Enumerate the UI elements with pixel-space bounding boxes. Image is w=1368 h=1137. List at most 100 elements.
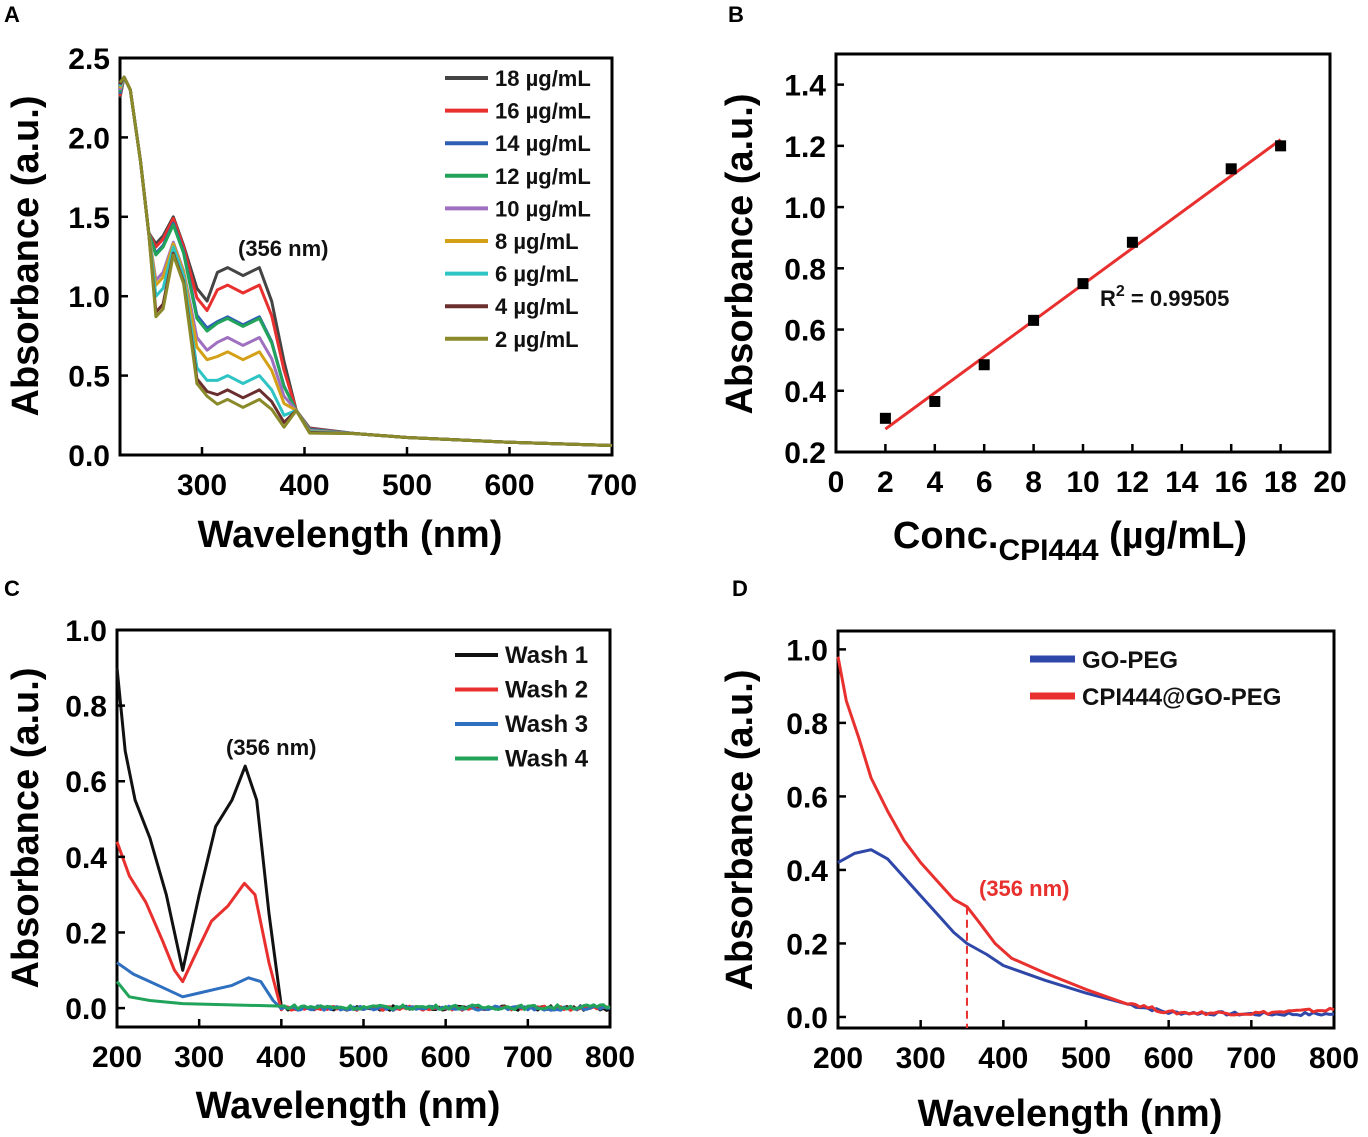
y-tick-label: 0.6 — [786, 781, 828, 814]
panel-c-series — [115, 667, 611, 1012]
panel-d-xticks: 200 300 400 500 600 700 800 — [813, 1020, 1359, 1075]
x-tick-label: 500 — [1061, 1042, 1111, 1075]
y-tick-label: 0.8 — [784, 253, 826, 286]
y-tick-label: 0.2 — [784, 437, 826, 470]
x-tick-label: 2 — [877, 466, 894, 499]
panel-a-series — [118, 75, 613, 447]
panel-a-yticks: 0.0 0.5 1.0 1.5 2.0 2.5 — [68, 43, 128, 473]
panel-a: A 300 400 500 600 700 0.0 0.5 1.0 1.5 2.0 2.5 (35… — [4, 2, 637, 556]
x-tick-label: 600 — [421, 1041, 471, 1074]
x-tick-label: 400 — [978, 1042, 1028, 1075]
panel-b-ylabel: Absorbance (a.u.) — [719, 94, 761, 415]
data-point — [1028, 314, 1040, 326]
panel-a-xlabel: Wavelength (nm) — [198, 514, 503, 556]
x-tick-label: 700 — [1226, 1042, 1276, 1075]
y-tick-label: 1.5 — [68, 202, 110, 235]
y-tick-label: 0.5 — [68, 361, 110, 394]
legend-label: Wash 3 — [505, 711, 588, 738]
x-tick-label: 16 — [1215, 466, 1248, 499]
y-tick-label: 0.0 — [68, 440, 110, 473]
x-tick-label: 300 — [174, 1041, 224, 1074]
panel-b: B 0 2 4 6 8 10 12 14 16 18 20 0.2 0.4 0.6 0.8 1.0 1.2 1.… — [719, 2, 1347, 567]
panel-b-r2: R2 = 0.99505 — [1100, 283, 1229, 311]
panel-c-legend: Wash 1 Wash 2 Wash 3 Wash 4 — [455, 642, 589, 773]
y-tick-label: 0.0 — [65, 993, 107, 1026]
y-tick-label: 0.4 — [786, 855, 828, 888]
series-line-cpi444-at-go-peg — [836, 656, 1335, 1017]
data-point — [879, 412, 891, 424]
legend-label: Wash 2 — [505, 677, 588, 704]
panel-d-xlabel: Wavelength (nm) — [918, 1093, 1223, 1135]
y-tick-label: 1.0 — [65, 615, 107, 648]
panel-a-xticks: 300 400 500 600 700 — [177, 447, 637, 502]
legend-label: 2 µg/mL — [495, 327, 579, 352]
y-tick-label: 0.0 — [786, 1002, 828, 1035]
y-tick-label: 1.0 — [786, 634, 828, 667]
data-point — [978, 359, 990, 371]
panel-d-series — [836, 656, 1335, 1018]
panel-c-annotation: (356 nm) — [226, 735, 316, 760]
panel-a-ylabel: Absorbance (a.u.) — [5, 96, 47, 417]
x-tick-label: 12 — [1116, 466, 1149, 499]
y-tick-label: 0.8 — [786, 708, 828, 741]
x-tick-label: 600 — [1144, 1042, 1194, 1075]
panel-c-xticks: 200 300 400 500 600 700 800 — [92, 1019, 635, 1074]
y-tick-label: 0.6 — [65, 766, 107, 799]
panel-b-points — [879, 140, 1287, 424]
y-tick-label: 0.2 — [786, 928, 828, 961]
panel-letter-c: C — [4, 576, 20, 601]
x-tick-label: 300 — [177, 469, 227, 502]
x-tick-label: 8 — [1025, 466, 1042, 499]
y-tick-label: 0.8 — [65, 691, 107, 724]
panel-a-frame — [118, 56, 614, 457]
y-tick-label: 1.2 — [784, 131, 826, 164]
x-tick-label: 800 — [585, 1041, 635, 1074]
panel-c: C 200 300 400 500 600 700 800 0.0 0.2 0.4 0.6 0.8 1… — [4, 576, 635, 1127]
y-tick-label: 1.0 — [68, 281, 110, 314]
legend-label: 18 µg/mL — [495, 66, 591, 91]
panel-b-yticks: 0.2 0.4 0.6 0.8 1.0 1.2 1.4 — [784, 70, 844, 470]
x-tick-label: 18 — [1264, 466, 1297, 499]
x-tick-label: 200 — [92, 1041, 142, 1074]
y-tick-label: 0.6 — [784, 315, 826, 348]
panel-b-xlabel: Conc.CPI444 (µg/mL) — [893, 515, 1247, 567]
legend-label: Wash 1 — [505, 642, 588, 669]
y-tick-label: 0.4 — [65, 842, 107, 875]
panel-letter-d: D — [732, 576, 748, 601]
series-line-2ugml — [118, 75, 613, 447]
legend-label: 16 µg/mL — [495, 99, 591, 124]
data-point — [1077, 278, 1089, 290]
x-tick-label: 0 — [828, 466, 845, 499]
x-tick-label: 500 — [382, 469, 432, 502]
x-tick-label: 4 — [926, 466, 943, 499]
legend-label: 12 µg/mL — [495, 164, 591, 189]
legend-label: 6 µg/mL — [495, 262, 579, 287]
data-point — [929, 395, 941, 407]
x-tick-label: 600 — [484, 469, 534, 502]
x-tick-label: 14 — [1165, 466, 1199, 499]
x-tick-label: 300 — [896, 1042, 946, 1075]
y-tick-label: 0.2 — [65, 917, 107, 950]
y-tick-label: 2.0 — [68, 122, 110, 155]
x-tick-label: 400 — [279, 469, 329, 502]
panel-d-legend: GO-PEG CPI444@GO-PEG — [1030, 647, 1281, 711]
legend-label: 10 µg/mL — [495, 196, 591, 221]
data-point — [1225, 163, 1237, 175]
panel-letter-b: B — [728, 2, 744, 27]
x-tick-label: 200 — [813, 1042, 863, 1075]
panel-d: D 200 300 400 500 600 700 800 0.0 0.2 0.4 0.6 0.8 1… — [719, 576, 1359, 1135]
panel-c-yticks: 0.0 0.2 0.4 0.6 0.8 1.0 — [65, 615, 125, 1026]
panel-b-xticks: 0 2 4 6 8 10 12 14 16 18 20 — [828, 444, 1347, 499]
series-line-wash-4 — [115, 980, 611, 1012]
x-tick-label: 700 — [503, 1041, 553, 1074]
y-tick-label: 0.4 — [784, 376, 826, 409]
panel-letter-a: A — [4, 2, 20, 27]
panel-d-annotation: (356 nm) — [979, 876, 1069, 901]
panel-d-yticks: 0.0 0.2 0.4 0.6 0.8 1.0 — [786, 634, 846, 1035]
panel-d-ylabel: Absorbance (a.u.) — [719, 670, 761, 991]
legend-label: CPI444@GO-PEG — [1082, 684, 1281, 711]
x-tick-label: 20 — [1313, 466, 1346, 499]
data-point — [1126, 236, 1138, 248]
y-tick-label: 2.5 — [68, 43, 110, 76]
